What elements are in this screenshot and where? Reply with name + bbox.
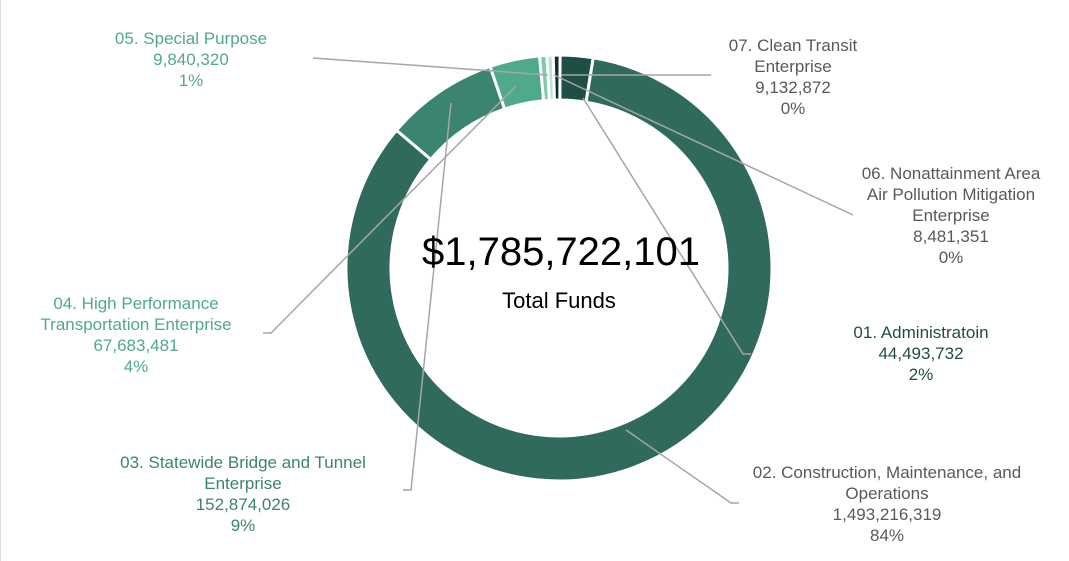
label-value: 152,874,026 xyxy=(195,495,291,514)
label-value: 8,481,351 xyxy=(913,227,989,246)
label-value: 1,493,216,319 xyxy=(832,505,942,524)
label-percent: 9% xyxy=(230,516,256,535)
leader-line xyxy=(403,102,452,491)
slice-label: 07. Clean Transit Enterprise 9,132,872 0% xyxy=(713,35,873,119)
leader-line xyxy=(625,429,739,504)
label-name: 05. Special Purpose xyxy=(114,29,268,48)
leader-line xyxy=(582,97,751,355)
leader-line xyxy=(553,74,854,216)
label-percent: 1% xyxy=(178,71,204,90)
label-name: 03. Statewide Bridge and Tunnel Enterpri… xyxy=(120,453,366,493)
label-value: 44,493,732 xyxy=(878,344,964,363)
label-name: 06. Nonattainment Area Air Pollution Mit… xyxy=(861,164,1041,225)
label-name: 07. Clean Transit Enterprise xyxy=(728,36,858,76)
donut-slice xyxy=(344,56,774,483)
slice-label: 05. Special Purpose 9,840,320 1% xyxy=(91,28,291,91)
slice-label: 01. Administratoin 44,493,732 2% xyxy=(821,322,1021,385)
label-percent: 0% xyxy=(780,99,806,118)
label-percent: 2% xyxy=(908,365,934,384)
center-total: $1,785,722,101 xyxy=(422,230,700,274)
slice-label: 02. Construction, Maintenance, and Opera… xyxy=(737,462,1037,546)
leader-line xyxy=(263,85,517,334)
label-percent: 84% xyxy=(869,526,905,545)
label-name: 04. High Performance Transportation Ente… xyxy=(40,294,232,334)
label-value: 9,132,872 xyxy=(755,78,831,97)
slice-label: 03. Statewide Bridge and Tunnel Enterpri… xyxy=(93,452,393,536)
leader-line xyxy=(312,57,549,76)
label-value: 67,683,481 xyxy=(93,336,179,355)
label-percent: 4% xyxy=(123,357,149,376)
center-caption: Total Funds xyxy=(502,288,616,313)
donut-slice xyxy=(551,53,562,102)
label-percent: 0% xyxy=(938,248,964,267)
label-value: 9,840,320 xyxy=(153,50,229,69)
slice-label: 06. Nonattainment Area Air Pollution Mit… xyxy=(851,163,1051,268)
label-name: 01. Administratoin xyxy=(853,323,989,342)
label-name: 02. Construction, Maintenance, and Opera… xyxy=(752,463,1022,503)
slice-label: 04. High Performance Transportation Ente… xyxy=(6,293,266,377)
